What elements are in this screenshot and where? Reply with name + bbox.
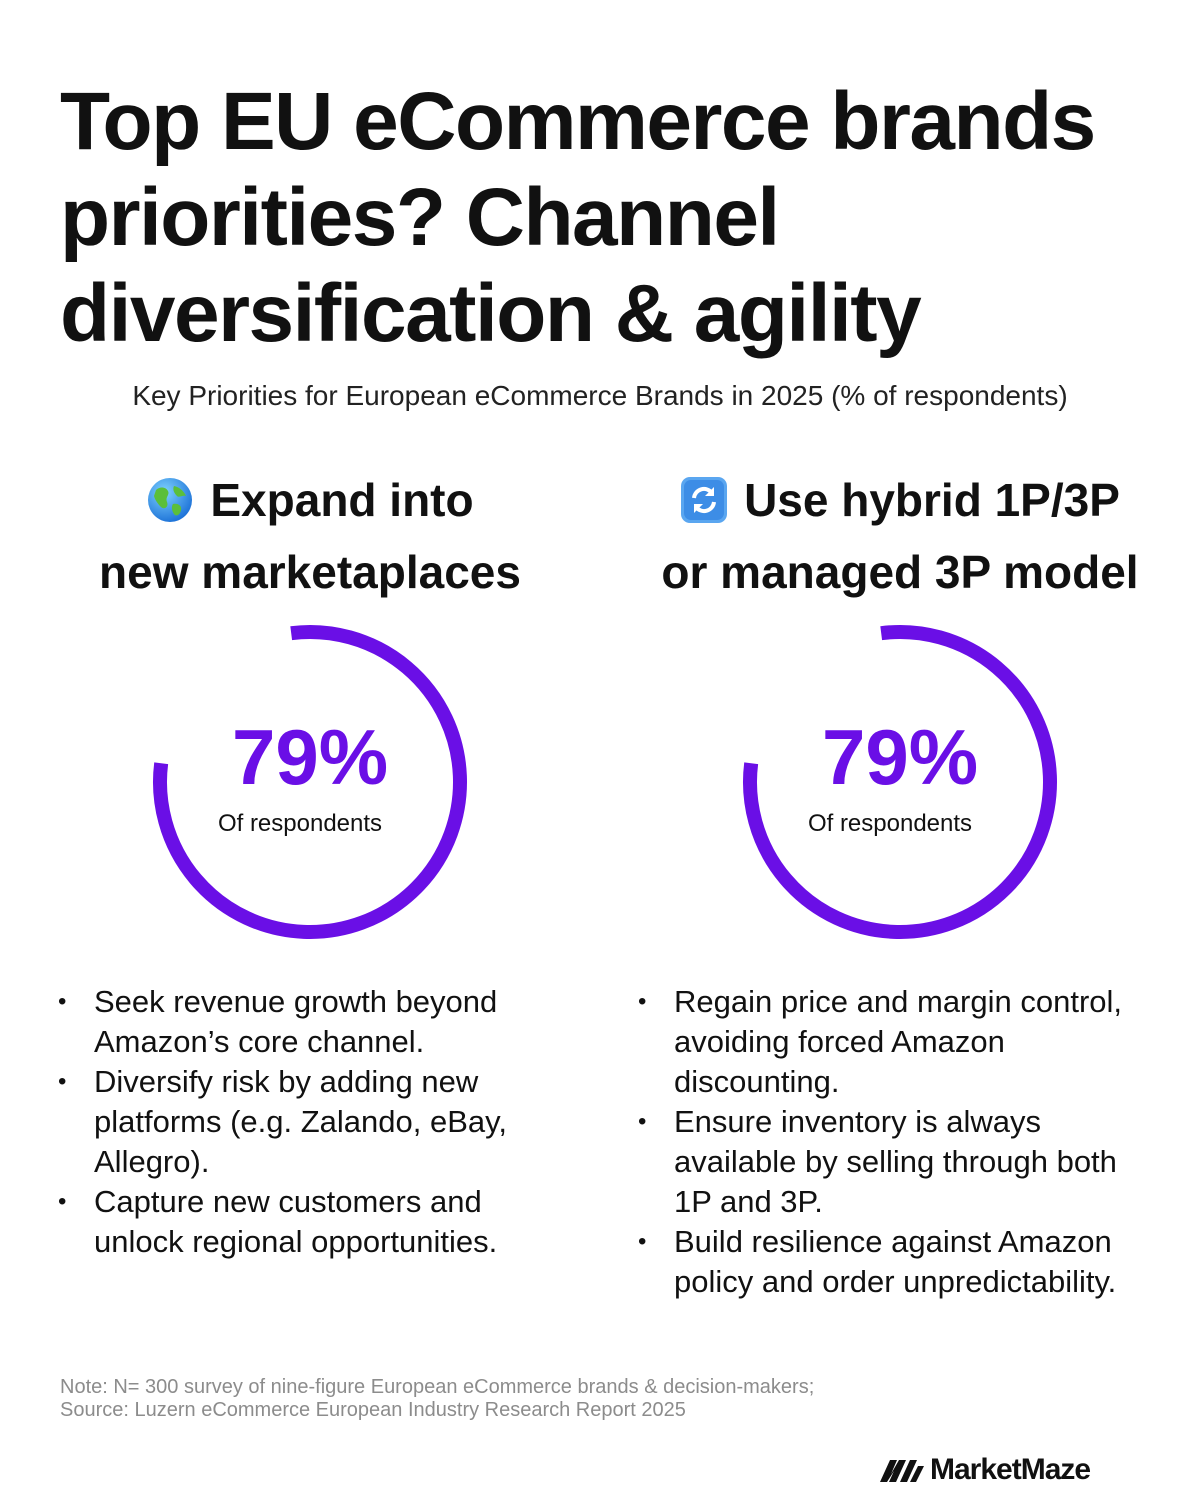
percentage-label: Of respondents [807, 810, 973, 837]
list-item: Capture new customers and unlock regiona… [58, 1182, 538, 1262]
bullet-list: Regain price and margin control, avoidin… [638, 982, 1158, 1302]
percentage-ring: 79% Of respondents [150, 622, 470, 942]
page-title: Top EU eCommerce brands priorities? Chan… [60, 76, 1096, 359]
marketmaze-logo-icon [880, 1460, 924, 1482]
ring-arc [743, 625, 1057, 939]
list-item: Regain price and margin control, avoidin… [638, 982, 1158, 1102]
panel-heading-line1: Expand into [210, 474, 474, 526]
panel-heading: Use hybrid 1P/3P or managed 3P model [600, 468, 1200, 608]
panel-heading: Expand into new marketaplaces [10, 468, 610, 608]
panel-heading-line2: new marketaplaces [99, 546, 521, 598]
globe-icon [146, 476, 194, 540]
list-item: Diversify risk by adding new platforms (… [58, 1062, 538, 1182]
brand-logo: MarketMaze [880, 1450, 1091, 1490]
source-note: Note: N= 300 survey of nine-figure Europ… [60, 1376, 815, 1421]
percentage-value: 79% [821, 713, 979, 801]
ring-chart [743, 625, 1057, 939]
page-subtitle: Key Priorities for European eCommerce Br… [132, 380, 1068, 411]
panel-heading-line1: Use hybrid 1P/3P [744, 474, 1120, 526]
list-item: Build resilience against Amazon policy a… [638, 1222, 1158, 1302]
panel-heading-line2: or managed 3P model [661, 546, 1139, 598]
bullet-list: Seek revenue growth beyond Amazon’s core… [58, 982, 538, 1262]
ring-chart [153, 625, 467, 939]
priority-panel-marketplaces: Expand into new marketaplaces 79% Of res… [10, 468, 610, 942]
brand-name: MarketMaze [930, 1453, 1091, 1486]
percentage-label: Of respondents [217, 810, 383, 837]
list-item: Ensure inventory is always available by … [638, 1102, 1158, 1222]
priority-panel-hybrid-model: Use hybrid 1P/3P or managed 3P model 79%… [600, 468, 1200, 942]
list-item: Seek revenue growth beyond Amazon’s core… [58, 982, 538, 1062]
percentage-value: 79% [231, 713, 389, 801]
refresh-icon [680, 476, 728, 540]
ring-arc [153, 625, 467, 939]
percentage-ring: 79% Of respondents [740, 622, 1060, 942]
